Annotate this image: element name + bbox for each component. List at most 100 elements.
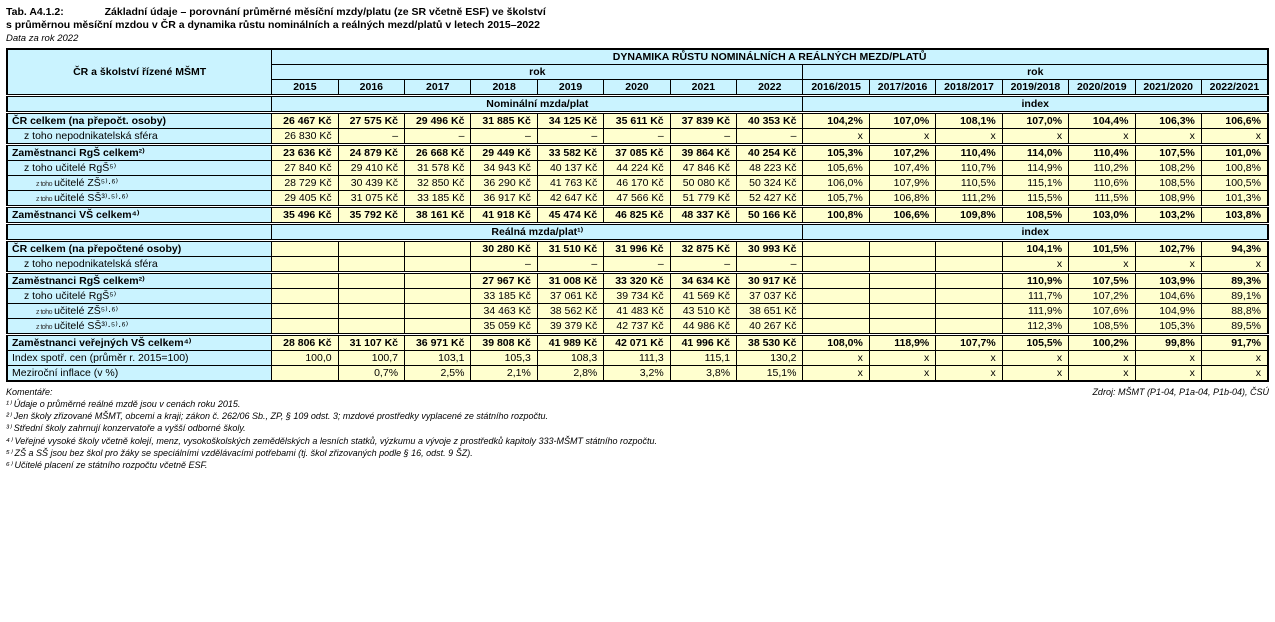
header-left: ČR a školství řízené MŠMT [7,49,272,96]
value-cell: 43 510 Kč [670,304,736,319]
value-cell: – [537,257,603,273]
index-cell: 109,8% [936,207,1002,224]
value-cell: – [737,129,803,145]
index-cell: 111,5% [1069,191,1135,207]
value-cell: – [670,129,736,145]
index-cell: 106,6% [1201,113,1268,129]
value-cell [405,319,471,335]
index-cell: 104,2% [803,113,869,129]
index-cell: 103,0% [1069,207,1135,224]
value-cell [405,241,471,257]
footnote: ⁵⁾ ZŠ a SŠ jsou bez škol pro žáky se spe… [6,447,1269,459]
index-cell: 115,5% [1002,191,1068,207]
index-cell [936,241,1002,257]
index-cell [936,289,1002,304]
row-label: z tohoučitelé SŠ³⁾·⁵⁾·⁶⁾ [7,191,272,207]
index-cell [869,289,935,304]
index-cell [869,273,935,289]
value-cell: 31 578 Kč [405,161,471,176]
value-cell: 47 566 Kč [604,191,670,207]
index-cell: 110,7% [936,161,1002,176]
value-cell: 33 185 Kč [471,289,537,304]
value-cell: 37 061 Kč [537,289,603,304]
value-cell: 36 971 Kč [405,335,471,351]
value-cell: 29 449 Kč [471,145,537,161]
value-cell: 27 575 Kč [338,113,404,129]
value-cell: 23 636 Kč [272,145,338,161]
value-cell: 36 917 Kč [471,191,537,207]
value-cell: 36 290 Kč [471,176,537,191]
index-cell: 106,3% [1135,113,1201,129]
index-cell [936,273,1002,289]
pair-col: 2017/2016 [869,80,935,96]
section-real: Reálná mzda/plat¹⁾ [272,224,803,241]
index-cell: 106,8% [869,191,935,207]
data-table: ČR a školství řízené MŠMT DYNAMIKA RŮSTU… [6,48,1269,382]
section-index: index [803,96,1268,113]
index-cell: x [1201,257,1268,273]
index-cell: 110,4% [936,145,1002,161]
value-cell: 42 737 Kč [604,319,670,335]
value-cell: 30 280 Kč [471,241,537,257]
footnote: ³⁾ Střední školy zahrnují konzervatoře a… [6,422,1269,434]
index-cell: 118,9% [869,335,935,351]
value-cell: – [604,257,670,273]
value-cell [405,289,471,304]
spacer [7,96,272,113]
value-cell: 2,8% [537,366,603,382]
value-cell: – [338,129,404,145]
value-cell: 40 267 Kč [737,319,803,335]
index-cell: 103,8% [1201,207,1268,224]
value-cell: – [670,257,736,273]
index-cell: 100,8% [1201,161,1268,176]
index-cell: 89,3% [1201,273,1268,289]
footnote: ⁶⁾ Učitelé placení ze státního rozpočtu … [6,459,1269,471]
value-cell [272,366,338,382]
value-cell: 41 989 Kč [537,335,603,351]
index-cell: 103,9% [1135,273,1201,289]
value-cell: 28 806 Kč [272,335,338,351]
value-cell: – [471,257,537,273]
row-label: z tohoučitelé ZŠ⁵⁾·⁶⁾ [7,176,272,191]
pair-col: 2020/2019 [1069,80,1135,96]
index-cell: 115,1% [1002,176,1068,191]
index-cell [869,319,935,335]
year-col: 2017 [405,80,471,96]
index-cell: 104,9% [1135,304,1201,319]
row-label: z tohoučitelé SŠ³⁾·⁵⁾·⁶⁾ [7,319,272,335]
row-label: Index spotř. cen (průměr r. 2015=100) [7,351,272,366]
index-cell: 107,0% [869,113,935,129]
pair-col: 2016/2015 [803,80,869,96]
value-cell: 0,7% [338,366,404,382]
value-cell: 42 647 Kč [537,191,603,207]
index-cell [869,241,935,257]
value-cell: 40 137 Kč [537,161,603,176]
value-cell: 39 808 Kč [471,335,537,351]
year-col: 2018 [471,80,537,96]
index-cell [936,319,1002,335]
index-cell: x [803,129,869,145]
index-cell: 108,5% [1135,176,1201,191]
value-cell: 33 582 Kč [537,145,603,161]
value-cell: 40 254 Kč [737,145,803,161]
index-cell: 100,8% [803,207,869,224]
pair-col: 2019/2018 [1002,80,1068,96]
index-cell: x [803,351,869,366]
index-cell: 108,1% [936,113,1002,129]
index-cell: 107,4% [869,161,935,176]
table-subtitle: s průměrnou měsíční mzdou v ČR a dynamik… [6,19,1269,31]
index-cell: 108,0% [803,335,869,351]
value-cell [272,273,338,289]
index-cell: 105,5% [1002,335,1068,351]
value-cell: 2,5% [405,366,471,382]
value-cell: 50 080 Kč [670,176,736,191]
footnote: ¹⁾ Údaje o průměrné reálné mzdě jsou v c… [6,398,1269,410]
value-cell: 27 967 Kč [471,273,537,289]
index-cell: 107,2% [1069,289,1135,304]
index-cell: 100,5% [1201,176,1268,191]
index-cell: x [1069,129,1135,145]
value-cell: 34 943 Kč [471,161,537,176]
value-cell: 48 223 Kč [737,161,803,176]
index-cell: 108,2% [1135,161,1201,176]
value-cell: 3,2% [604,366,670,382]
